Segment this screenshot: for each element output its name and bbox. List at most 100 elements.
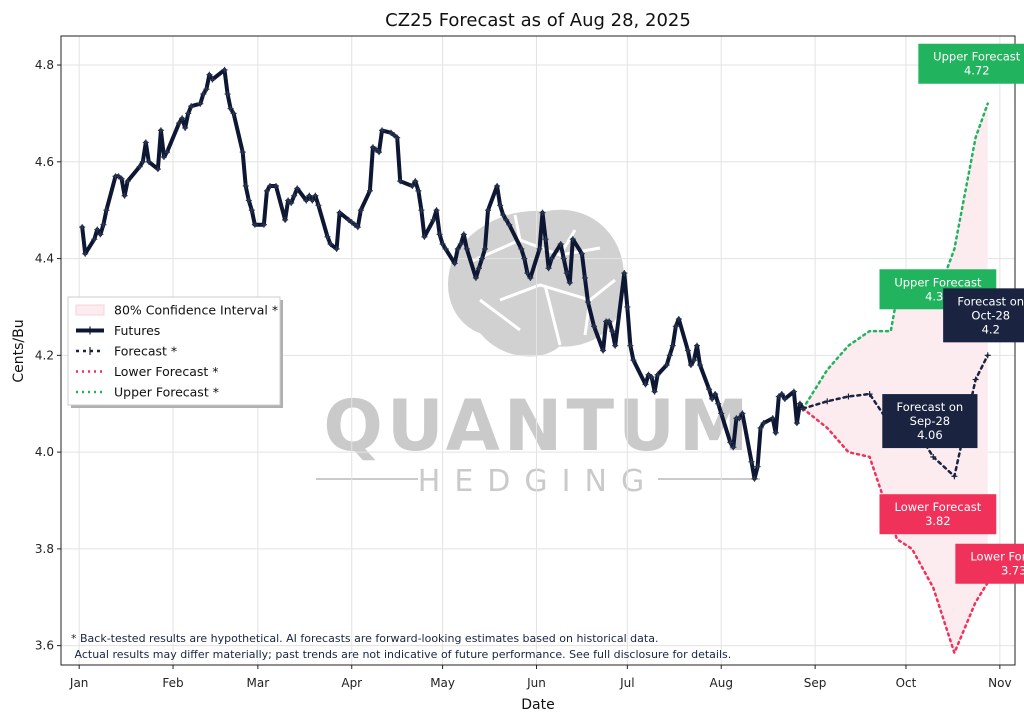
- point-futures: [524, 270, 531, 277]
- point-futures: [145, 158, 152, 165]
- point-futures: [412, 178, 419, 185]
- x-tick-label: Mar: [247, 676, 270, 690]
- legend-label: 80% Confidence Interval *: [114, 303, 278, 318]
- point-futures: [748, 458, 755, 465]
- point-futures: [790, 388, 797, 395]
- point-futures: [630, 357, 637, 364]
- point-futures: [727, 439, 734, 446]
- point-forecast: [972, 376, 979, 383]
- point-futures: [409, 182, 416, 189]
- point-futures: [442, 245, 449, 252]
- point-futures: [454, 245, 461, 252]
- point-futures: [369, 144, 376, 151]
- point-futures: [624, 303, 631, 310]
- point-futures: [518, 245, 525, 252]
- point-futures: [115, 173, 122, 180]
- point-futures: [609, 328, 616, 335]
- callout-text: 3.73: [1001, 564, 1024, 578]
- watermark-line2: HEDGING: [418, 464, 658, 499]
- x-tick-label: Aug: [710, 676, 733, 690]
- point-forecast: [984, 352, 991, 359]
- x-axis-title: Date: [521, 697, 554, 713]
- point-futures: [457, 241, 464, 248]
- point-futures: [715, 400, 722, 407]
- point-futures: [376, 149, 382, 156]
- point-futures: [463, 245, 470, 252]
- legend-swatch: [75, 304, 105, 316]
- point-forecast: [930, 453, 937, 460]
- disclaimer-line-1: * Back-tested results are hypothetical. …: [71, 632, 658, 645]
- point-futures: [542, 236, 549, 243]
- point-futures: [415, 187, 422, 194]
- point-futures: [103, 207, 110, 214]
- legend-item-forecast: Forecast *: [76, 344, 177, 359]
- point-futures: [757, 424, 764, 431]
- callout-text: Forecast on: [957, 294, 1024, 308]
- callout-text: Oct-28: [971, 308, 1010, 322]
- point-futures: [536, 245, 543, 252]
- chart-title: CZ25 Forecast as of Aug 28, 2025: [385, 10, 691, 31]
- point-futures: [472, 274, 479, 281]
- point-futures: [351, 221, 358, 228]
- point-futures: [796, 400, 803, 407]
- point-futures: [654, 371, 661, 378]
- plot-frame: [60, 35, 1016, 666]
- point-futures: [372, 146, 379, 153]
- point-futures: [136, 163, 143, 170]
- point-futures: [563, 270, 570, 277]
- point-futures: [772, 429, 779, 436]
- point-futures: [154, 166, 161, 173]
- y-tick-label: 4.0: [35, 445, 54, 459]
- point-futures: [200, 91, 207, 98]
- callout-text: Sep-28: [910, 414, 950, 428]
- point-futures: [266, 182, 273, 189]
- point-futures: [730, 444, 737, 451]
- point-futures: [418, 207, 425, 214]
- point-futures: [430, 216, 437, 223]
- callout-box: [943, 288, 1024, 343]
- point-futures: [545, 265, 552, 272]
- callout-text: 4.72: [964, 64, 990, 78]
- callout-text: 4.2: [982, 322, 1000, 336]
- point-futures: [694, 342, 700, 349]
- legend-item-ci: 80% Confidence Interval *: [75, 303, 278, 318]
- point-futures: [506, 221, 513, 228]
- point-futures: [227, 105, 234, 112]
- y-tick-label: 4.6: [35, 155, 54, 169]
- point-futures: [709, 395, 716, 402]
- point-futures: [354, 224, 361, 231]
- point-futures: [451, 260, 458, 267]
- point-futures: [221, 66, 228, 73]
- point-futures: [336, 209, 343, 216]
- point-futures: [306, 192, 313, 199]
- point-futures: [494, 182, 501, 189]
- point-futures: [560, 255, 567, 262]
- point-futures: [345, 216, 352, 223]
- point-futures: [379, 127, 386, 134]
- point-futures: [500, 212, 507, 219]
- point-futures: [557, 241, 564, 248]
- legend-label: Upper Forecast *: [114, 385, 219, 400]
- point-futures: [397, 178, 404, 185]
- point-futures: [651, 388, 658, 395]
- point-futures: [118, 175, 125, 182]
- point-futures: [781, 395, 788, 402]
- point-futures: [97, 231, 104, 238]
- point-futures: [421, 233, 428, 240]
- point-futures: [324, 233, 331, 240]
- y-tick-label: 4.4: [35, 252, 54, 266]
- point-futures: [548, 255, 555, 262]
- point-futures: [273, 182, 280, 189]
- point-futures: [357, 207, 364, 214]
- point-futures: [600, 347, 607, 354]
- legend-label: Futures: [114, 323, 160, 338]
- legend-label: Forecast *: [114, 344, 177, 359]
- legend-item-lower: Lower Forecast *: [76, 364, 219, 379]
- callout-text: Forecast on: [897, 400, 964, 414]
- point-futures: [179, 115, 186, 122]
